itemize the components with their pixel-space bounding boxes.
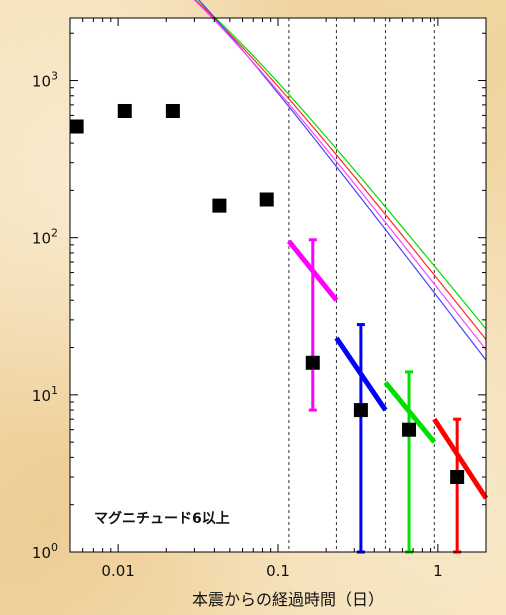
magnitude-annotation: マグニチュード6以上 <box>94 510 230 527</box>
data-point-0 <box>69 119 84 134</box>
data-point-2 <box>165 103 180 118</box>
fit-curve-3 <box>193 0 487 351</box>
plot-area <box>69 0 489 554</box>
plot-background <box>70 18 486 552</box>
data-point-7 <box>402 422 417 437</box>
data-point-1 <box>117 103 132 118</box>
y-tick-base: 10 <box>32 544 51 562</box>
x-tick-label-2: 1 <box>433 562 443 580</box>
data-point-6 <box>353 403 368 418</box>
x-tick-label-0: 0.01 <box>101 562 134 580</box>
fit-curve-0 <box>194 0 487 330</box>
y-tick-exponent: 1 <box>51 384 58 397</box>
forecast-segment-3 <box>432 417 489 500</box>
data-point-4 <box>259 192 274 207</box>
axis-ticks <box>69 18 487 553</box>
y-tick-base: 10 <box>32 73 51 91</box>
fit-curve-2 <box>198 0 487 361</box>
y-tick-base: 10 <box>32 387 51 405</box>
data-point-5 <box>305 355 320 370</box>
fit-curve-1 <box>194 0 487 340</box>
fit-curves <box>193 0 487 361</box>
data-point-3 <box>212 198 227 213</box>
y-tick-exponent: 0 <box>51 541 58 554</box>
y-tick-label-0: 100 <box>32 541 58 562</box>
x-tick-label-1: 0.1 <box>266 562 290 580</box>
data-points <box>69 103 465 485</box>
y-tick-label-1: 101 <box>32 384 58 405</box>
data-point-8 <box>450 470 465 485</box>
error-bars <box>308 238 462 554</box>
y-tick-exponent: 3 <box>51 70 58 83</box>
y-tick-label-2: 102 <box>32 227 58 248</box>
x-axis-title: 本震からの経過時間（日） <box>192 590 384 609</box>
x-tick-labels: 0.01 0.1 1 <box>101 562 442 580</box>
y-tick-exponent: 2 <box>51 227 58 240</box>
error-bar-5 <box>308 238 317 412</box>
y-tick-label-3: 103 <box>32 70 58 91</box>
y-tick-base: 10 <box>32 230 51 248</box>
